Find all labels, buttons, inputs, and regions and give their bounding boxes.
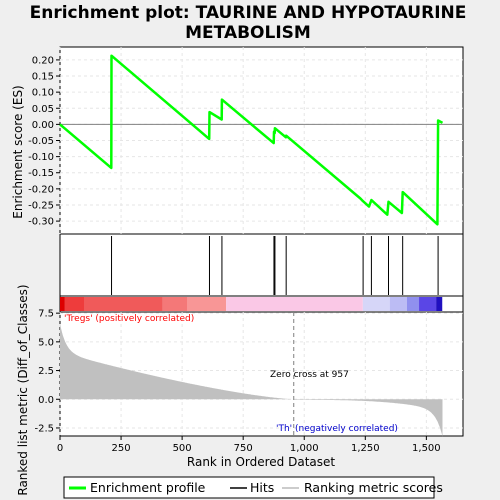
metric-y-tick-label: 7.5 [38,309,54,320]
heat-bar-segment [187,297,227,311]
metric-y-tick-label: 2.5 [38,366,54,377]
hits-panel-frame [59,233,464,297]
chart-title-line-1: Enrichment plot: TAURINE AND HYPOTAURINE [30,3,467,23]
x-tick-label: 0 [57,443,63,454]
heat-bar-segment [162,297,188,311]
legend-metric-label: Ranking metric scores [304,480,443,495]
heat-bar-segment [60,297,65,311]
metric-y-ticks: 7.5 5.0 2.5 0.0 -2.5 [34,309,60,434]
x-axis-ticks: 0 250 500 750 1,000 1,250 1,500 [57,436,441,454]
x-tick-label: 1,000 [290,443,319,454]
heat-bar-segment [362,297,390,311]
es-y-tick-label: -0.10 [28,152,54,163]
es-y-ticks: 0.20 0.15 0.10 0.05 0.00 -0.05 -0.10 -0.15 -0.20… [28,55,60,228]
heat-bar-segment [389,297,407,311]
es-y-tick-label: 0.15 [32,72,54,83]
x-tick-label: 250 [112,443,131,454]
heat-bar-segments [60,297,443,311]
chart-title-line-2: METABOLISM [185,23,311,43]
es-y-tick-label: 0.10 [32,88,54,99]
heat-bar-segment [226,297,363,311]
metric-y-tick-label: 0.0 [38,395,54,406]
heat-bar-segment [406,297,420,311]
x-tick-label: 750 [234,443,253,454]
es-y-tick-label: 0.05 [32,104,54,115]
heat-bar-segment [64,297,85,311]
heat-bar-segment [436,297,443,311]
legend-enrichment-label: Enrichment profile [90,480,206,495]
heat-bar-segment [84,297,163,311]
es-y-tick-label: -0.25 [28,200,54,211]
zero-cross-label: Zero cross at 957 [270,370,349,380]
metric-y-axis-label: Ranked list metric (Diff_of_Classes) [16,284,30,495]
positive-correlation-label: 'Tregs' (positively correlated) [64,314,194,324]
legend-hits-label: Hits [250,480,274,495]
es-y-tick-label: -0.30 [28,217,54,228]
metric-y-tick-label: -2.5 [34,423,54,434]
x-tick-label: 1,250 [351,443,380,454]
es-y-tick-label: -0.15 [28,168,54,179]
es-y-tick-label: 0.00 [32,120,54,131]
ranking-metric-fill [60,323,443,437]
ranking-metric-area [60,323,443,437]
es-y-tick-label: 0.20 [32,55,54,66]
enrichment-profile [59,54,444,226]
x-axis-label: Rank in Ordered Dataset [187,455,335,469]
hit-markers [111,236,439,295]
negative-correlation-label: 'Th' (negatively correlated) [276,424,398,434]
es-y-tick-label: -0.05 [28,136,54,147]
enrichment-profile-line [59,54,444,226]
metric-y-tick-label: 5.0 [38,337,54,348]
heat-bar-segment [419,297,437,311]
es-y-tick-label: -0.20 [28,184,54,195]
x-tick-label: 1,500 [412,443,441,454]
es-y-axis-label: Enrichment score (ES) [11,85,25,218]
legend-box [63,476,435,499]
x-tick-label: 500 [173,443,192,454]
